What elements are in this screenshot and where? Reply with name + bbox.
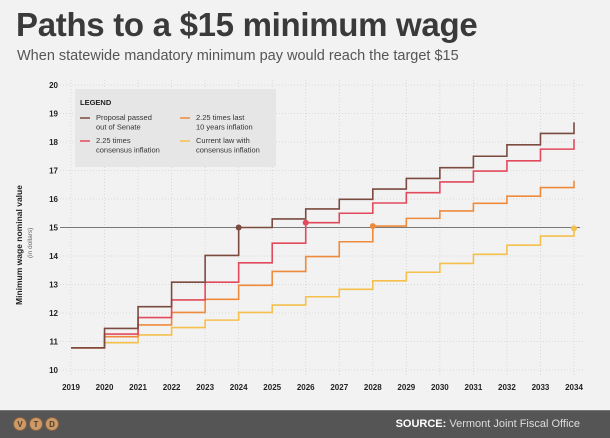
x-tick-label: 2025 [263,383,281,392]
x-axis-ticks: 2019 2020 2021 2022 2023 2024 2025 2026 2027 2028… [62,383,583,392]
x-tick-label: 2020 [96,383,114,392]
x-tick-label: 2026 [297,383,315,392]
y-axis-label: Minimum wage nominal value [14,185,24,305]
logo-letter: V [13,417,27,431]
series-marker [235,224,242,231]
x-tick-label: 2034 [565,383,583,392]
footer: V T D SOURCE: Vermont Joint Fiscal Offic… [0,410,610,438]
x-tick-label: 2032 [498,383,516,392]
vtdigger-logo: V T D [13,417,59,431]
x-tick-label: 2022 [163,383,181,392]
series-line [71,228,575,349]
y-tick-label: 11 [50,338,59,347]
series-marker [571,225,577,232]
legend-label: 2.25 times last 10 years inflation [196,113,253,132]
x-tick-label: 2024 [230,383,248,392]
y-tick-label: 14 [49,252,58,261]
x-tick-label: 2028 [364,383,382,392]
legend-label: 2.25 times consensus inflation [96,136,160,155]
series-line [71,180,575,349]
y-tick-label: 18 [49,138,58,147]
x-tick-label: 2029 [397,383,415,392]
y-tick-label: 13 [49,281,58,290]
legend: LEGEND Proposal passed out of Senate 2.25 … [75,89,276,167]
source-text: Vermont Joint Fiscal Office [449,418,580,430]
series-markers [235,219,577,232]
logo-letter: D [45,417,59,431]
legend-box [75,89,276,167]
legend-title: LEGEND [80,98,112,107]
y-tick-label: 19 [49,110,58,119]
legend-label: Proposal passed out of Senate [96,113,152,132]
x-tick-label: 2023 [196,383,214,392]
page-title: Paths to a $15 minimum wage [16,6,478,43]
series-lines [71,122,575,349]
y-tick-label: 15 [49,224,58,233]
x-tick-label: 2033 [532,383,550,392]
page-subtitle: When statewide mandatory minimum pay wou… [17,48,459,64]
y-axis-label-note: (in dollars) [27,228,34,258]
legend-label: Current law with consensus inflation [196,136,260,155]
x-tick-label: 2030 [431,383,449,392]
x-tick-label: 2019 [62,383,80,392]
series-line [71,122,575,349]
y-tick-label: 12 [49,309,58,318]
x-tick-label: 2021 [129,383,147,392]
series-marker [369,223,376,230]
y-tick-label: 16 [49,195,58,204]
logo-letter: T [29,417,43,431]
x-tick-label: 2031 [465,383,483,392]
x-tick-label: 2027 [330,383,348,392]
source-credit: SOURCE: Vermont Joint Fiscal Office [396,418,580,430]
y-tick-label: 20 [49,81,58,90]
series-marker [302,219,309,226]
y-tick-label: 17 [49,167,58,176]
y-tick-label: 10 [49,366,58,375]
source-label: SOURCE: [395,418,447,430]
series-line [71,139,575,349]
y-axis-ticks: 10 11 12 13 14 15 16 17 18 19 20 [49,81,58,375]
